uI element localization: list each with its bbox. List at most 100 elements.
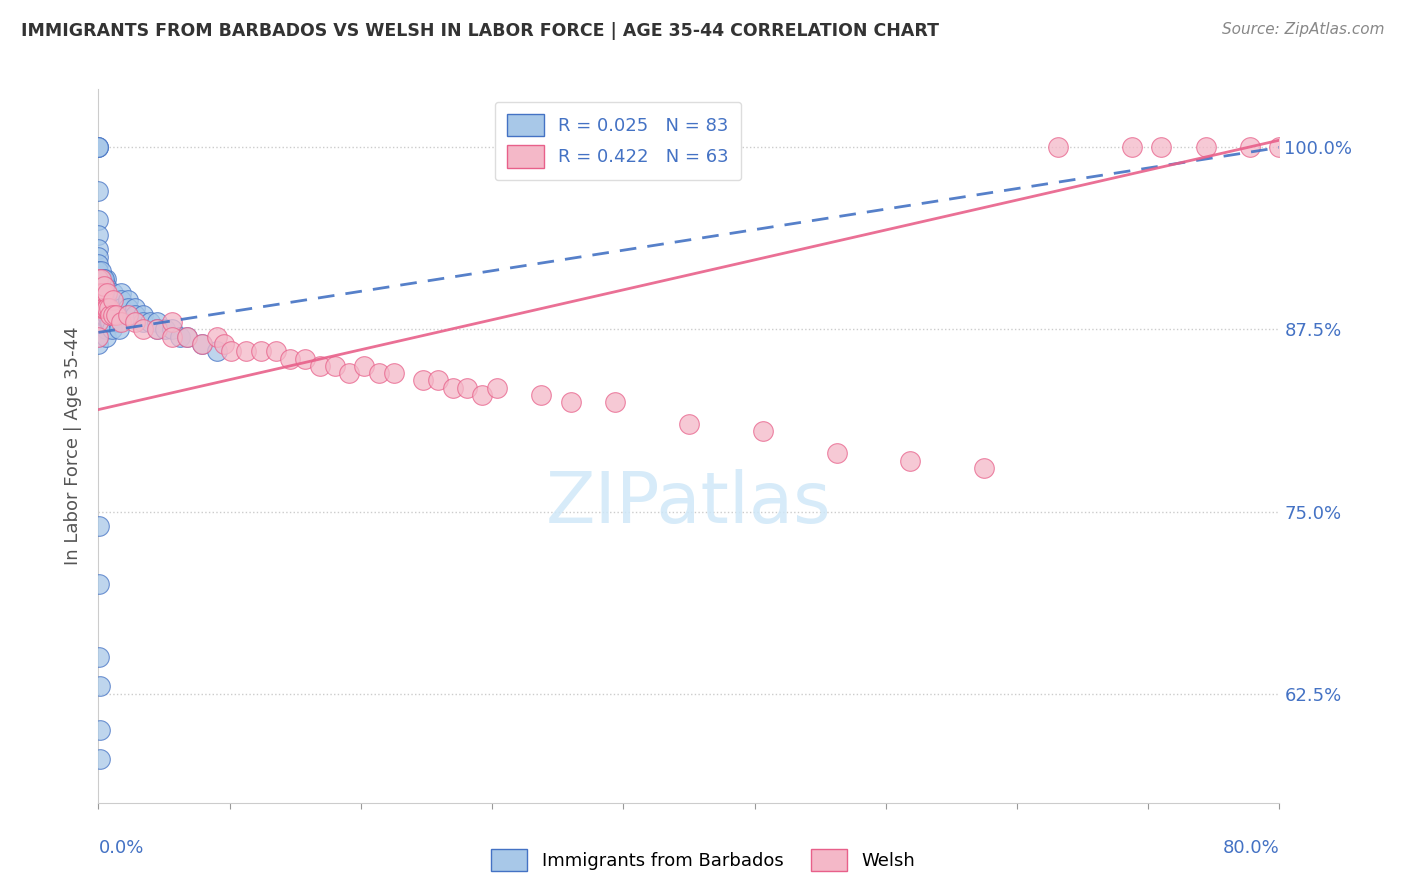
Point [93,286,115,301]
Point [103,301,125,315]
Point [87,250,110,264]
Point [87,301,110,315]
Point [103,293,125,308]
Point [105,308,128,322]
Point [132,308,155,322]
Point [235,344,257,359]
Point [93,271,115,285]
Point [91,278,114,293]
Point [96,308,118,322]
Point [87,322,110,336]
Point [98,308,121,322]
Legend: R = 0.025   N = 83, R = 0.422   N = 63: R = 0.025 N = 83, R = 0.422 N = 63 [495,102,741,180]
Point [89,752,111,766]
Point [94,271,117,285]
Point [162,322,183,336]
Point [191,337,214,351]
Point [94,301,117,315]
Point [117,301,139,315]
Point [87,278,110,293]
Point [153,322,176,336]
Point [412,374,434,388]
Point [139,315,162,329]
Point [90,286,112,301]
Point [221,344,243,359]
Point [93,301,115,315]
Point [90,308,112,322]
Text: Source: ZipAtlas.com: Source: ZipAtlas.com [1222,22,1385,37]
Point [87,330,110,344]
Point [108,322,131,336]
Point [441,381,464,395]
Point [103,286,125,301]
Point [87,140,110,154]
Point [146,322,169,336]
Point [146,315,169,329]
Point [678,417,700,432]
Point [1268,140,1291,154]
Point [280,351,302,366]
Point [87,315,110,329]
Point [94,322,117,336]
Point [117,293,139,308]
Y-axis label: In Labor Force | Age 35-44: In Labor Force | Age 35-44 [65,326,83,566]
Point [87,140,110,154]
Point [169,330,191,344]
Point [89,577,111,591]
Point [87,315,110,329]
Point [1150,140,1173,154]
Point [382,366,405,380]
Point [87,227,110,242]
Point [176,330,198,344]
Point [87,243,110,257]
Point [91,301,114,315]
Point [191,337,214,351]
Point [103,308,125,322]
Point [1239,140,1261,154]
Point [90,264,112,278]
Point [146,322,169,336]
Point [87,140,110,154]
Point [339,366,361,380]
Point [87,286,110,301]
Point [162,315,183,329]
Point [93,301,115,315]
Point [132,315,155,329]
Point [323,359,346,373]
Point [89,679,111,693]
Point [427,374,450,388]
Point [105,308,128,322]
Text: IMMIGRANTS FROM BARBADOS VS WELSH IN LABOR FORCE | AGE 35-44 CORRELATION CHART: IMMIGRANTS FROM BARBADOS VS WELSH IN LAB… [21,22,939,40]
Point [1047,140,1070,154]
Point [124,308,146,322]
Point [87,184,110,198]
Point [89,519,111,533]
Point [97,301,120,315]
Point [250,344,273,359]
Point [93,308,115,322]
Point [91,286,114,301]
Point [124,315,146,329]
Point [900,453,922,467]
Point [89,723,111,737]
Point [205,330,228,344]
Point [94,308,117,322]
Point [110,315,132,329]
Point [1121,140,1143,154]
Point [90,301,112,315]
Point [132,322,155,336]
Point [100,322,122,336]
Point [110,293,132,308]
Point [973,460,995,475]
Point [110,301,132,315]
Point [205,344,228,359]
Point [97,315,120,329]
Point [90,278,112,293]
Point [530,388,553,402]
Point [87,301,110,315]
Point [94,293,117,308]
Point [87,271,110,285]
Point [93,278,115,293]
Point [176,330,198,344]
Point [117,308,139,322]
